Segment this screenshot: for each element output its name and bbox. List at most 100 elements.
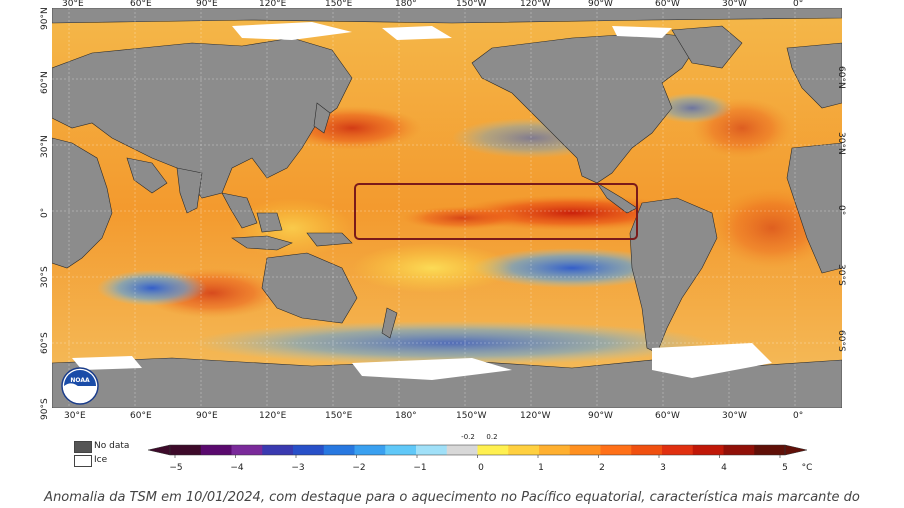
colorbar-segment: [569, 445, 601, 455]
lon-tick-top: 150°E: [325, 0, 353, 9]
lat-tick-left: 90°S: [40, 398, 50, 420]
colorbar-segment: [508, 445, 540, 455]
land-india: [176, 167, 203, 214]
colorbar-unit: °C: [801, 463, 813, 473]
colorbar-segment: [662, 445, 694, 455]
no-data-label: No data: [94, 441, 130, 451]
land-africa-west: [786, 142, 842, 274]
noaa-logo: NOAA: [61, 367, 99, 405]
land-indonesia: [231, 235, 293, 251]
graticule: [52, 8, 842, 408]
land-europe-east: [786, 42, 842, 109]
land-central-america: [596, 182, 638, 214]
lon-tick-top: 30°E: [62, 0, 84, 9]
colorbar-tick-label: 3: [660, 463, 666, 473]
lon-tick-bottom: 60°W: [655, 411, 680, 421]
colorbar-segment: [262, 445, 294, 455]
equatorial-pacific-highlight-box: [354, 183, 638, 240]
lon-tick-top: 60°W: [655, 0, 680, 9]
colorbar-max-arrow: [784, 444, 808, 456]
lon-tick-top: 30°W: [722, 0, 747, 9]
colorbar-segment: [754, 445, 786, 455]
colorbar-segment: [477, 445, 509, 455]
colorbar-small-label: 0.2: [486, 433, 498, 441]
lon-tick-bottom: 150°W: [456, 411, 487, 421]
colorbar-segment: [600, 445, 632, 455]
colorbar-segment: [692, 445, 724, 455]
sst-anomaly-map: NOAA: [52, 8, 842, 408]
ice-label: Ice: [94, 455, 108, 465]
no-data-swatch: [74, 441, 92, 453]
lat-tick-right: 60°S: [836, 330, 846, 352]
lat-tick-left: 30°S: [40, 266, 50, 288]
colorbar-tick-label: −5: [169, 463, 183, 473]
land-borneo: [256, 212, 283, 233]
land-masses: [52, 8, 842, 408]
ice-patches: [72, 22, 772, 380]
colorbar-segment: [293, 445, 325, 455]
colorbar-tick-label: 2: [599, 463, 605, 473]
colorbar-tick-label: 1: [538, 463, 544, 473]
colorbar-segment: [200, 445, 232, 455]
lon-tick-bottom: 180°: [395, 411, 417, 421]
colorbar-segment: [354, 445, 386, 455]
figure-caption: Anomalia da TSM em 10/01/2024, com desta…: [44, 490, 860, 505]
map-canvas: NOAA: [52, 8, 842, 408]
lon-tick-top: 0°: [793, 0, 804, 9]
lon-tick-bottom: 30°W: [722, 411, 747, 421]
lon-tick-top: 90°E: [196, 0, 218, 9]
colorbar-min-arrow: [147, 444, 171, 456]
lat-tick-left: 30°N: [40, 135, 50, 158]
land-south-america: [629, 197, 718, 354]
land-arctic: [52, 8, 842, 24]
land-new-guinea: [306, 232, 353, 247]
land-japan: [313, 102, 331, 134]
colorbar-segment: [539, 445, 571, 455]
lat-tick-left: 60°N: [40, 71, 50, 94]
lat-tick-left: 0°: [40, 207, 50, 218]
colorbar-segment: [631, 445, 663, 455]
lon-tick-top: 120°E: [259, 0, 287, 9]
lon-tick-bottom: 60°E: [130, 411, 152, 421]
lat-tick-right: 60°N: [836, 66, 846, 89]
lat-tick-left: 90°N: [40, 7, 50, 30]
colorbar-tick-label: 4: [721, 463, 727, 473]
lon-tick-bottom: 150°E: [325, 411, 353, 421]
land-greenland: [671, 25, 743, 69]
land-arabia: [126, 157, 168, 194]
colorbar-segment: [385, 445, 417, 455]
lon-tick-top: 60°E: [130, 0, 152, 9]
lon-tick-bottom: 90°W: [588, 411, 613, 421]
land-se-asia: [221, 192, 258, 229]
colorbar-tick-label: −1: [413, 463, 427, 473]
lon-tick-top: 120°W: [520, 0, 551, 9]
colorbar-tick-label: 5: [782, 463, 788, 473]
colorbar-segment: [170, 445, 202, 455]
lon-tick-bottom: 120°E: [259, 411, 287, 421]
land-new-zealand: [381, 307, 398, 339]
colorbar-segment: [446, 445, 478, 455]
lon-tick-bottom: 30°E: [64, 411, 86, 421]
lon-tick-top: 150°W: [456, 0, 487, 9]
lat-tick-right: 0°: [836, 205, 846, 216]
colorbar-segment: [231, 445, 263, 455]
colorbar-segment: [416, 445, 448, 455]
lon-tick-top: 180°: [395, 0, 417, 9]
lon-tick-top: 90°W: [588, 0, 613, 9]
colorbar-segment: [323, 445, 355, 455]
ice-swatch: [74, 455, 92, 467]
lon-tick-bottom: 120°W: [520, 411, 551, 421]
lon-tick-bottom: 90°E: [196, 411, 218, 421]
lat-tick-right: 30°N: [836, 132, 846, 155]
colorbar: [147, 444, 808, 458]
colorbar-segment: [723, 445, 755, 455]
colorbar-tick-label: −3: [291, 463, 305, 473]
land-africa: [52, 137, 113, 269]
lon-tick-bottom: 0°: [793, 411, 804, 421]
lat-tick-left: 60°S: [40, 332, 50, 354]
colorbar-tick-label: 0: [478, 463, 484, 473]
colorbar-tick-label: −2: [352, 463, 366, 473]
lat-tick-right: 30°S: [836, 264, 846, 286]
colorbar-small-label: -0.2: [461, 433, 475, 441]
noaa-logo-text: NOAA: [70, 377, 90, 384]
